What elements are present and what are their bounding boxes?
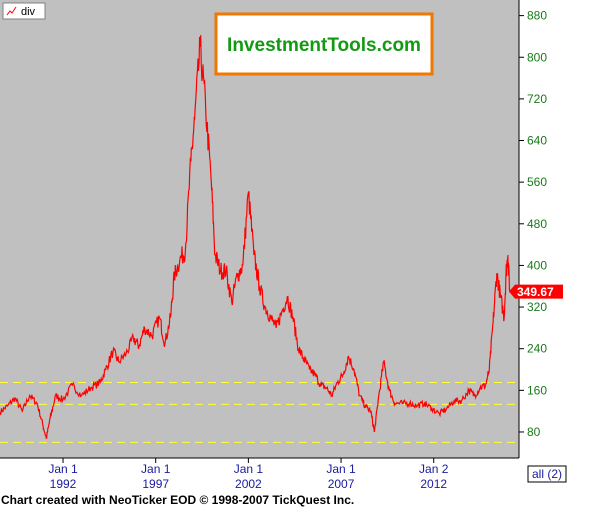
range-button-label: all (2) [532, 467, 562, 481]
x-tick-label-bottom: 2007 [328, 477, 355, 491]
x-tick-label-top: Jan 1 [326, 462, 356, 476]
plot-area [0, 0, 519, 458]
y-tick-label: 80 [527, 425, 541, 439]
footer-credit: Chart created with NeoTicker EOD © 1998-… [1, 493, 354, 507]
last-price-label: 349.67 [517, 285, 554, 299]
brand-box: InvestmentTools.com [214, 12, 434, 76]
y-tick-label: 560 [527, 175, 547, 189]
x-tick-label-top: Jan 1 [48, 462, 78, 476]
x-tick-label-bottom: 1997 [142, 477, 169, 491]
last-price-marker: 349.67 [509, 284, 563, 299]
x-tick-label-top: Jan 1 [234, 462, 264, 476]
footer-bar [0, 492, 592, 508]
line-series-icon [6, 6, 17, 16]
y-tick-label: 640 [527, 134, 547, 148]
y-tick-label: 400 [527, 258, 547, 272]
y-tick-label: 720 [527, 92, 547, 106]
legend-label: div [21, 6, 36, 18]
y-tick-label: 880 [527, 9, 547, 23]
series-line [0, 35, 511, 440]
y-tick-label: 480 [527, 217, 547, 231]
y-tick-label: 320 [527, 300, 547, 314]
range-button[interactable]: all (2) [527, 465, 567, 483]
legend[interactable]: div [2, 2, 46, 20]
y-tick-label: 800 [527, 50, 547, 64]
x-tick-label-top: Jan 1 [141, 462, 171, 476]
y-tick-label: 240 [527, 342, 547, 356]
x-tick-label-bottom: 1992 [50, 477, 77, 491]
x-tick-label-top: Jan 2 [419, 462, 449, 476]
brand-text: InvestmentTools.com [227, 35, 421, 56]
y-axis-panel [519, 0, 592, 492]
y-tick-label: 160 [527, 383, 547, 397]
x-tick-label-bottom: 2012 [420, 477, 447, 491]
x-axis-panel [0, 458, 519, 492]
x-tick-label-bottom: 2002 [235, 477, 262, 491]
